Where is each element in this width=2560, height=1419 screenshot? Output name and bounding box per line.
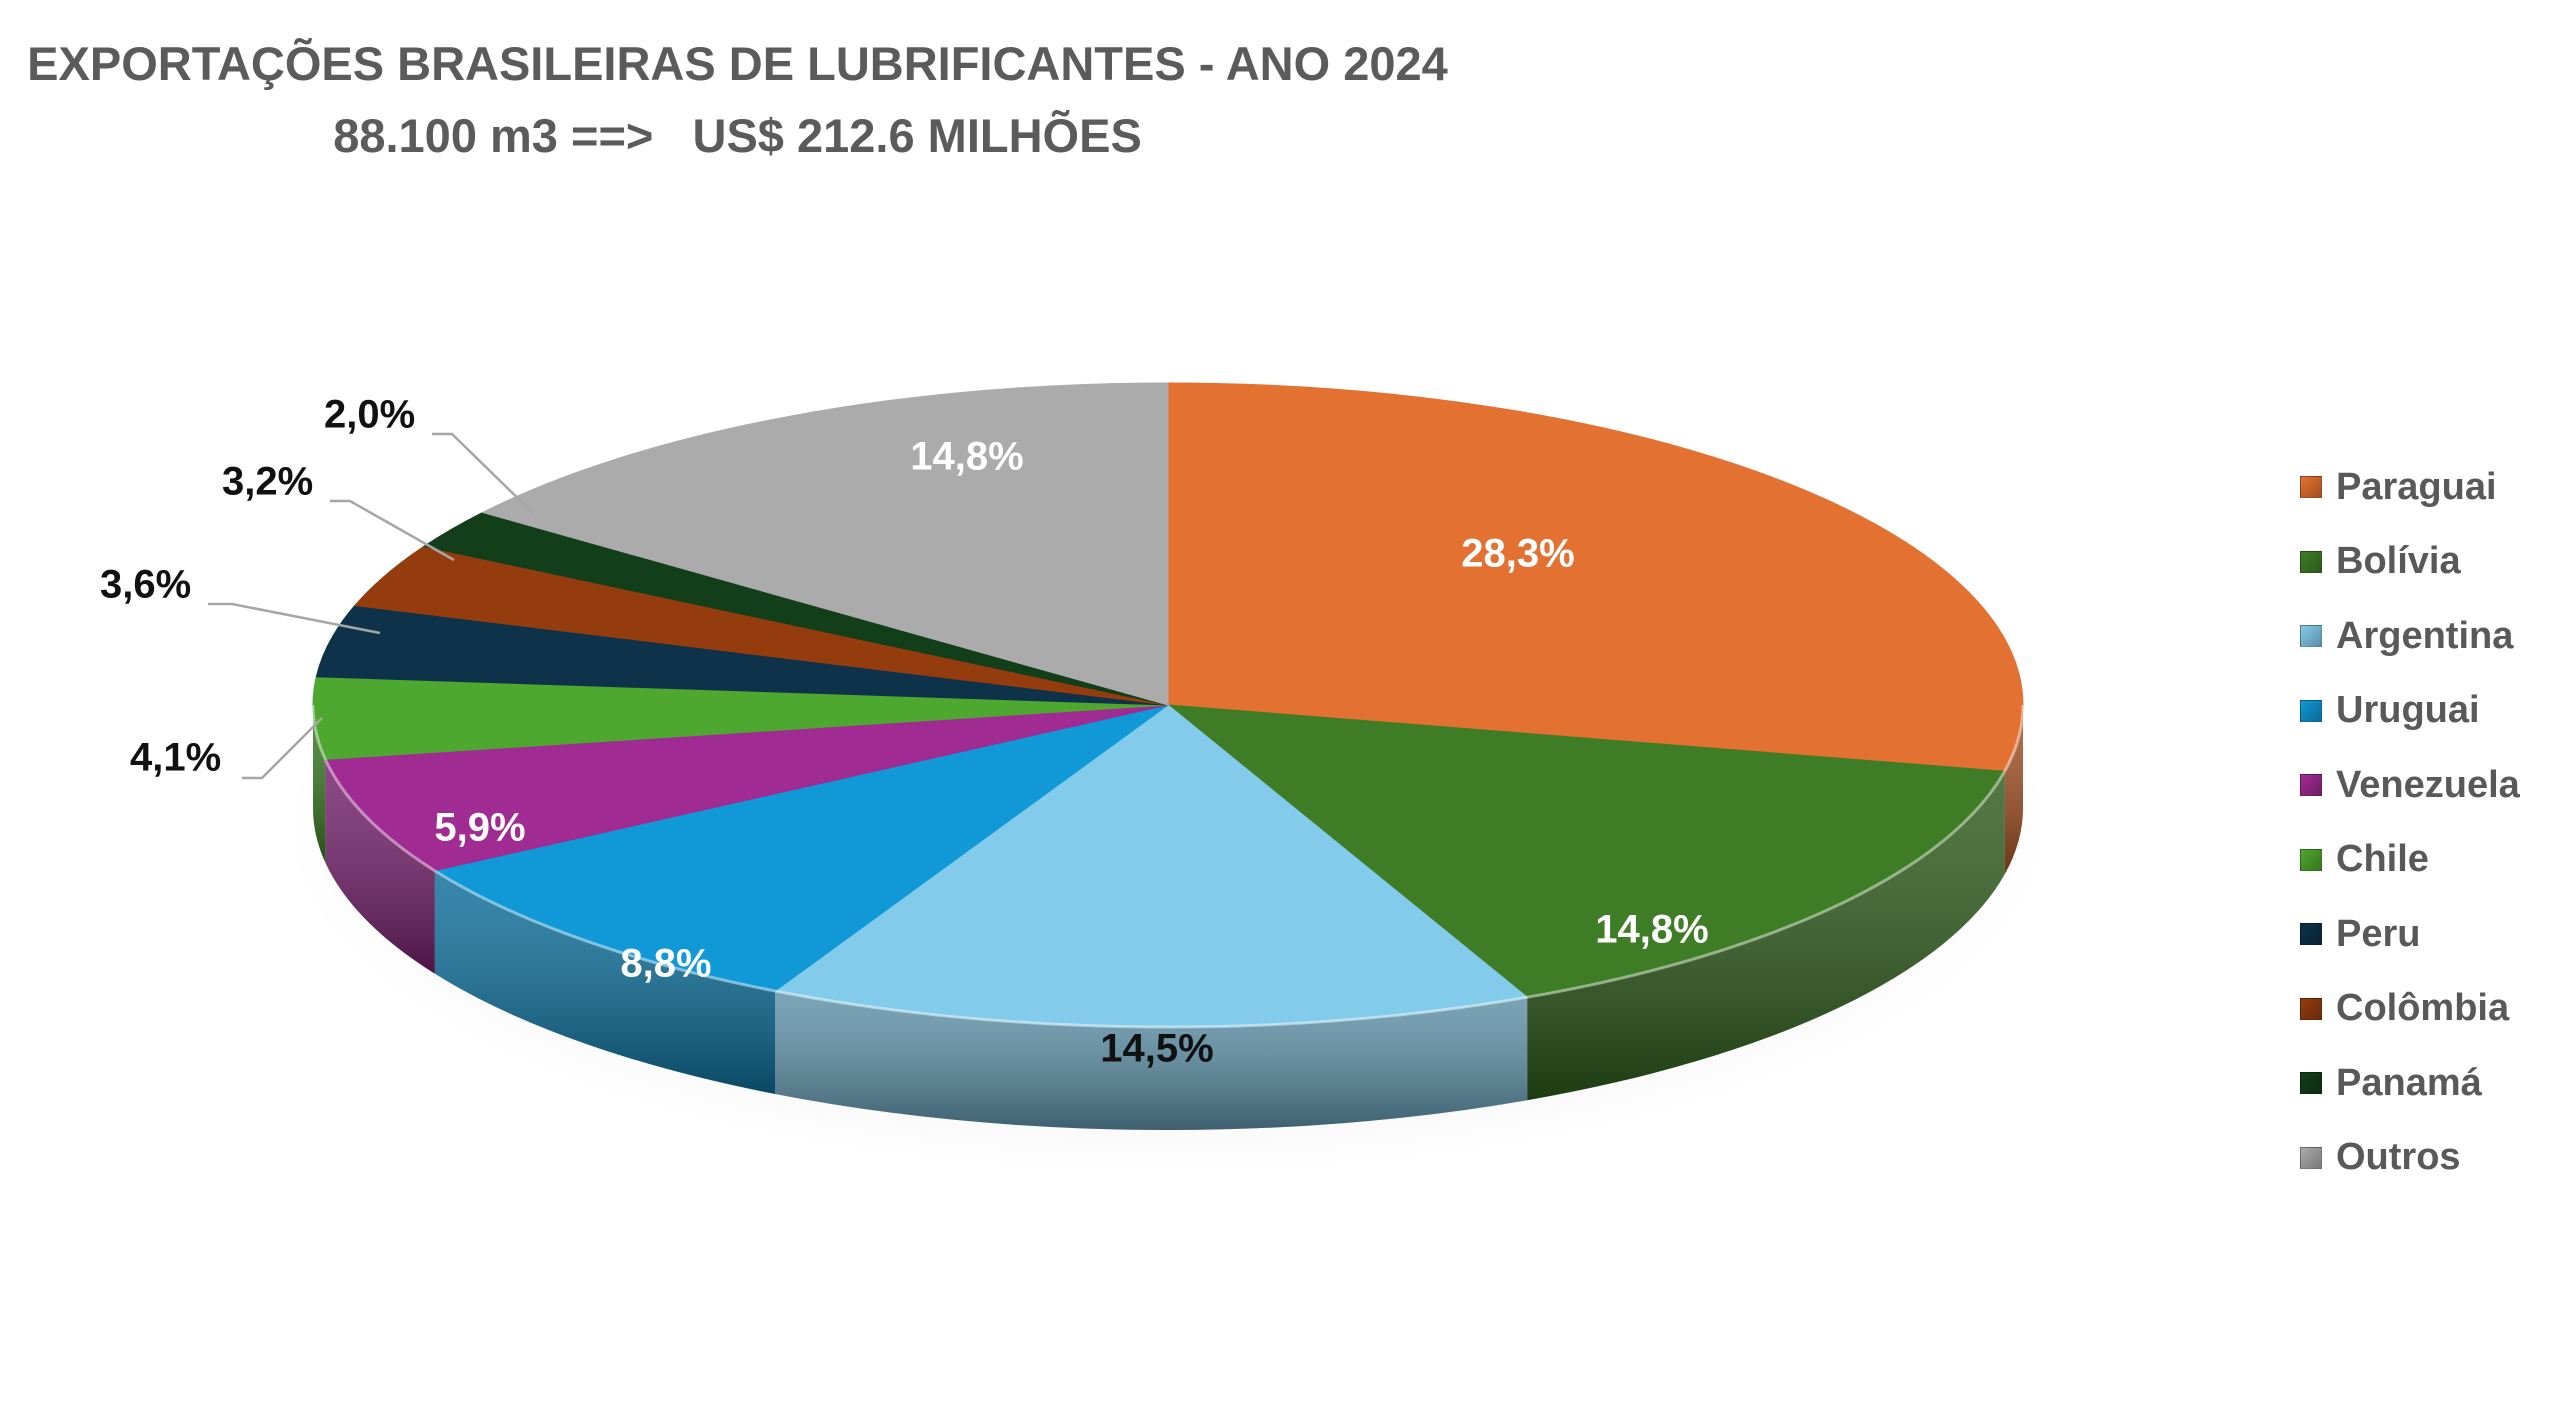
data-label-outros: 14,8% — [910, 435, 1023, 479]
legend-label-paraguai: Paraguai — [2336, 465, 2497, 508]
legend-swatch-venezuela — [2300, 774, 2322, 797]
pie-slice-venezuela — [324, 704, 1169, 872]
data-label-uruguai: 8,8% — [620, 942, 711, 986]
chart-subtitle: 88.100 m3 ==> US$ 212.6 MILHÕES — [333, 109, 1142, 162]
legend-swatch-argentina — [2300, 625, 2322, 648]
legend-item-outros: Outros — [2300, 1121, 2520, 1196]
legend-item-peru: Peru — [2300, 897, 2520, 972]
legend-swatch-colombia — [2300, 997, 2322, 1020]
data-label-venezuela: 5,9% — [434, 806, 525, 850]
legend-label-outros: Outros — [2336, 1136, 2461, 1179]
legend-item-bolivia: Bolívia — [2300, 525, 2520, 600]
leader-line-colombia — [330, 499, 455, 562]
legend-item-colombia: Colômbia — [2300, 972, 2520, 1047]
pie-slice-outros — [481, 382, 1169, 706]
leader-line-peru — [208, 602, 381, 635]
legend-label-peru: Peru — [2336, 912, 2421, 955]
pie-slice-bolivia — [1166, 704, 2006, 998]
pie-slice-uruguai — [433, 704, 1169, 992]
legend-label-venezuela: Venezuela — [2336, 763, 2520, 806]
chart-title: EXPORTAÇÕES BRASILEIRAS DE LUBRIFICANTES… — [27, 37, 1448, 90]
pie-rim-highlight — [311, 704, 2025, 1029]
legend: Paraguai Bolívia Argentina Uruguai Venezuela… — [2300, 450, 2520, 1195]
data-label-bolivia: 14,8% — [1595, 908, 1708, 952]
data-label-paraguai: 28,3% — [1461, 532, 1574, 576]
legend-label-panama: Panamá — [2336, 1061, 2482, 1104]
pie-slice-paraguai — [1167, 382, 2024, 772]
pie-side-shade-venezuela — [325, 759, 435, 974]
legend-item-panama: Panamá — [2300, 1046, 2520, 1121]
legend-item-paraguai: Paraguai — [2300, 450, 2520, 525]
data-label-argentina: 14,5% — [1100, 1027, 1213, 1071]
legend-item-uruguai: Uruguai — [2300, 674, 2520, 749]
data-label-panama: 2,0% — [324, 393, 415, 437]
data-label-peru: 3,6% — [100, 563, 191, 607]
pie-slice-chile — [312, 676, 1169, 760]
legend-item-argentina: Argentina — [2300, 599, 2520, 674]
legend-swatch-uruguai — [2300, 699, 2322, 722]
legend-item-chile: Chile — [2300, 823, 2520, 898]
legend-swatch-bolivia — [2300, 550, 2322, 573]
legend-swatch-outros — [2300, 1146, 2322, 1169]
legend-item-venezuela: Venezuela — [2300, 748, 2520, 823]
legend-label-argentina: Argentina — [2336, 614, 2514, 657]
pie-side-shade-paraguai — [2004, 705, 2023, 875]
pie-side-shade-uruguai — [434, 870, 776, 1094]
legend-label-chile: Chile — [2336, 838, 2429, 881]
data-label-colombia: 3,2% — [222, 460, 313, 504]
legend-label-uruguai: Uruguai — [2336, 689, 2480, 732]
leader-line-chile — [242, 717, 323, 780]
pie-slice-argentina — [773, 704, 1529, 1028]
legend-swatch-chile — [2300, 848, 2322, 871]
data-label-chile: 4,1% — [130, 736, 221, 780]
pie-side-shade-chile — [313, 705, 326, 863]
legend-swatch-panama — [2300, 1072, 2322, 1095]
legend-swatch-paraguai — [2300, 476, 2322, 499]
legend-label-colombia: Colômbia — [2336, 987, 2510, 1030]
leader-line-panama — [432, 432, 534, 514]
chart-title-block: EXPORTAÇÕES BRASILEIRAS DE LUBRIFICANTES… — [0, 28, 1475, 172]
pie-side-shade-argentina — [775, 990, 1528, 1130]
legend-swatch-peru — [2300, 923, 2322, 946]
legend-label-bolivia: Bolívia — [2336, 540, 2461, 583]
